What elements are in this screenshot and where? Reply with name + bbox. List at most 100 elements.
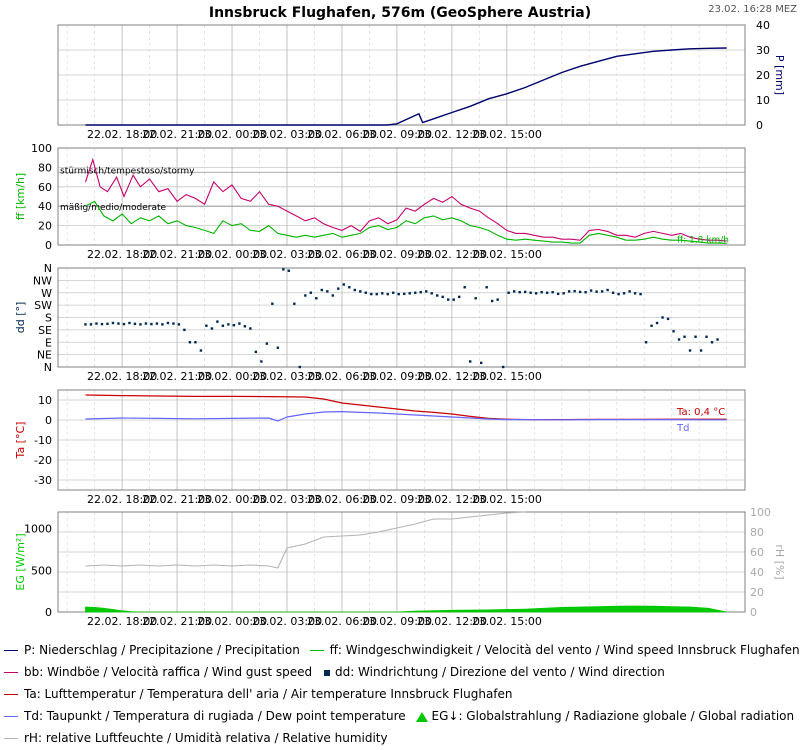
legend-row-1: P: Niederschlag / Precipitazione / Preci… bbox=[4, 642, 800, 658]
x-tick-label: 23.02. 12:00 bbox=[417, 248, 487, 261]
dew-line bbox=[85, 410, 727, 422]
direction-point bbox=[216, 320, 219, 323]
gust-swatch bbox=[4, 672, 18, 673]
legend-row-4: Td: Taupunkt / Temperatura di rugiada / … bbox=[4, 708, 800, 724]
direction-point bbox=[419, 291, 422, 294]
direction-point bbox=[534, 292, 538, 295]
y-tick-label: 0 bbox=[45, 606, 52, 619]
direction-point bbox=[293, 302, 296, 305]
y-axis-label: P [mm] bbox=[773, 55, 786, 95]
y-tick-label: 40 bbox=[756, 19, 770, 32]
direction-point bbox=[95, 322, 98, 325]
x-tick-label: 23.02. 00:00 bbox=[197, 493, 267, 506]
y-tick-label: 0 bbox=[45, 414, 52, 427]
direction-point bbox=[243, 325, 247, 328]
direction-point bbox=[117, 322, 120, 325]
y-tick-label: 20 bbox=[756, 69, 770, 82]
direction-point bbox=[227, 323, 230, 326]
x-tick-label: 22.02. 18:00 bbox=[87, 615, 157, 628]
y-tick-label: E bbox=[45, 336, 52, 349]
direction-point bbox=[705, 335, 708, 338]
legend-row-2: bb: Windböe / Velocità raffica / Wind gu… bbox=[4, 664, 671, 680]
x-tick-label: 23.02. 06:00 bbox=[307, 615, 377, 628]
direction-point bbox=[188, 341, 192, 344]
direction-point bbox=[479, 361, 483, 365]
y-tick-label: 30 bbox=[756, 44, 770, 57]
x-tick-label: 23.02. 00:00 bbox=[197, 370, 267, 383]
direction-point bbox=[639, 292, 642, 296]
x-tick-label: 23.02. 09:00 bbox=[362, 370, 432, 383]
direction-point bbox=[221, 324, 225, 327]
legend-gust-label: bb: Windböe / Velocità raffica / Wind gu… bbox=[24, 665, 313, 679]
direction-point bbox=[529, 291, 532, 294]
direction-point bbox=[710, 341, 714, 344]
direction-point bbox=[562, 292, 565, 295]
direction-point bbox=[501, 365, 505, 369]
direction-point bbox=[386, 292, 389, 296]
direction-point bbox=[474, 297, 477, 300]
direction-point bbox=[507, 291, 510, 294]
direction-point bbox=[342, 283, 345, 286]
x-tick-label: 23.02. 15:00 bbox=[472, 248, 542, 261]
y-tick-label: N bbox=[44, 361, 52, 374]
x-tick-label: 23.02. 09:00 bbox=[362, 615, 432, 628]
direction-point bbox=[381, 292, 384, 295]
legend-row-3: Ta: Lufttemperatur / Temperatura dell' a… bbox=[4, 686, 519, 702]
direction-point bbox=[249, 327, 252, 330]
direction-point bbox=[397, 292, 400, 296]
radiation-swatch bbox=[415, 711, 428, 722]
timestamp: 23.02. 16:28 MEZ bbox=[708, 4, 797, 15]
direction-point bbox=[436, 294, 439, 297]
y-tick-label: 0 bbox=[756, 119, 763, 132]
y-tick-label: 1000 bbox=[24, 523, 52, 536]
x-tick-label: 23.02. 12:00 bbox=[417, 493, 487, 506]
x-tick-label: 22.02. 21:00 bbox=[142, 128, 212, 141]
x-tick-label: 23.02. 06:00 bbox=[307, 128, 377, 141]
direction-point bbox=[139, 323, 142, 326]
x-tick-label: 22.02. 18:00 bbox=[87, 370, 157, 383]
y-right-tick-label: 20 bbox=[750, 586, 764, 599]
direction-point bbox=[370, 292, 373, 296]
direction-point bbox=[359, 290, 362, 293]
direction-point bbox=[496, 298, 499, 301]
y-right-tick-label: 60 bbox=[750, 546, 764, 559]
direction-point bbox=[600, 290, 604, 293]
direction-point bbox=[100, 322, 104, 326]
y-axis-label: ff [km/h] bbox=[14, 173, 27, 220]
y-tick-label: 10 bbox=[756, 94, 770, 107]
direction-point bbox=[661, 316, 664, 319]
direction-point bbox=[199, 349, 203, 352]
x-tick-label: 23.02. 09:00 bbox=[362, 493, 432, 506]
direction-point bbox=[287, 269, 291, 272]
direction-point bbox=[573, 289, 576, 293]
direction-point bbox=[337, 287, 340, 290]
direction-point bbox=[161, 323, 164, 326]
direction-point bbox=[348, 286, 351, 289]
y-tick-label: -10 bbox=[34, 434, 52, 447]
direction-point bbox=[194, 341, 197, 344]
direction-point bbox=[567, 290, 571, 293]
y-right-tick-label: 40 bbox=[750, 566, 764, 579]
direction-point bbox=[353, 288, 356, 292]
direction-point bbox=[716, 338, 719, 341]
x-tick-label: 23.02. 03:00 bbox=[252, 615, 322, 628]
x-tick-label: 22.02. 18:00 bbox=[87, 128, 157, 141]
legend-item-direction: dd: Windrichtung / Direzione del vento /… bbox=[322, 664, 665, 680]
x-tick-label: 23.02. 15:00 bbox=[472, 128, 542, 141]
y-tick-label: SW bbox=[34, 299, 52, 312]
direction-point bbox=[523, 290, 527, 294]
direction-point bbox=[666, 317, 670, 321]
x-tick-label: 22.02. 18:00 bbox=[87, 248, 157, 261]
direction-point bbox=[133, 322, 137, 326]
direction-point bbox=[254, 350, 258, 354]
y-tick-label: 80 bbox=[38, 161, 52, 174]
direction-point bbox=[628, 290, 631, 293]
legend-direction-label: dd: Windrichtung / Direzione del vento /… bbox=[334, 665, 665, 679]
legend: P: Niederschlag / Precipitazione / Preci… bbox=[0, 640, 800, 750]
direction-point bbox=[375, 292, 378, 296]
direction-point bbox=[485, 286, 488, 289]
direction-point bbox=[540, 291, 543, 294]
dew-swatch bbox=[4, 716, 18, 717]
direction-point bbox=[106, 322, 109, 326]
